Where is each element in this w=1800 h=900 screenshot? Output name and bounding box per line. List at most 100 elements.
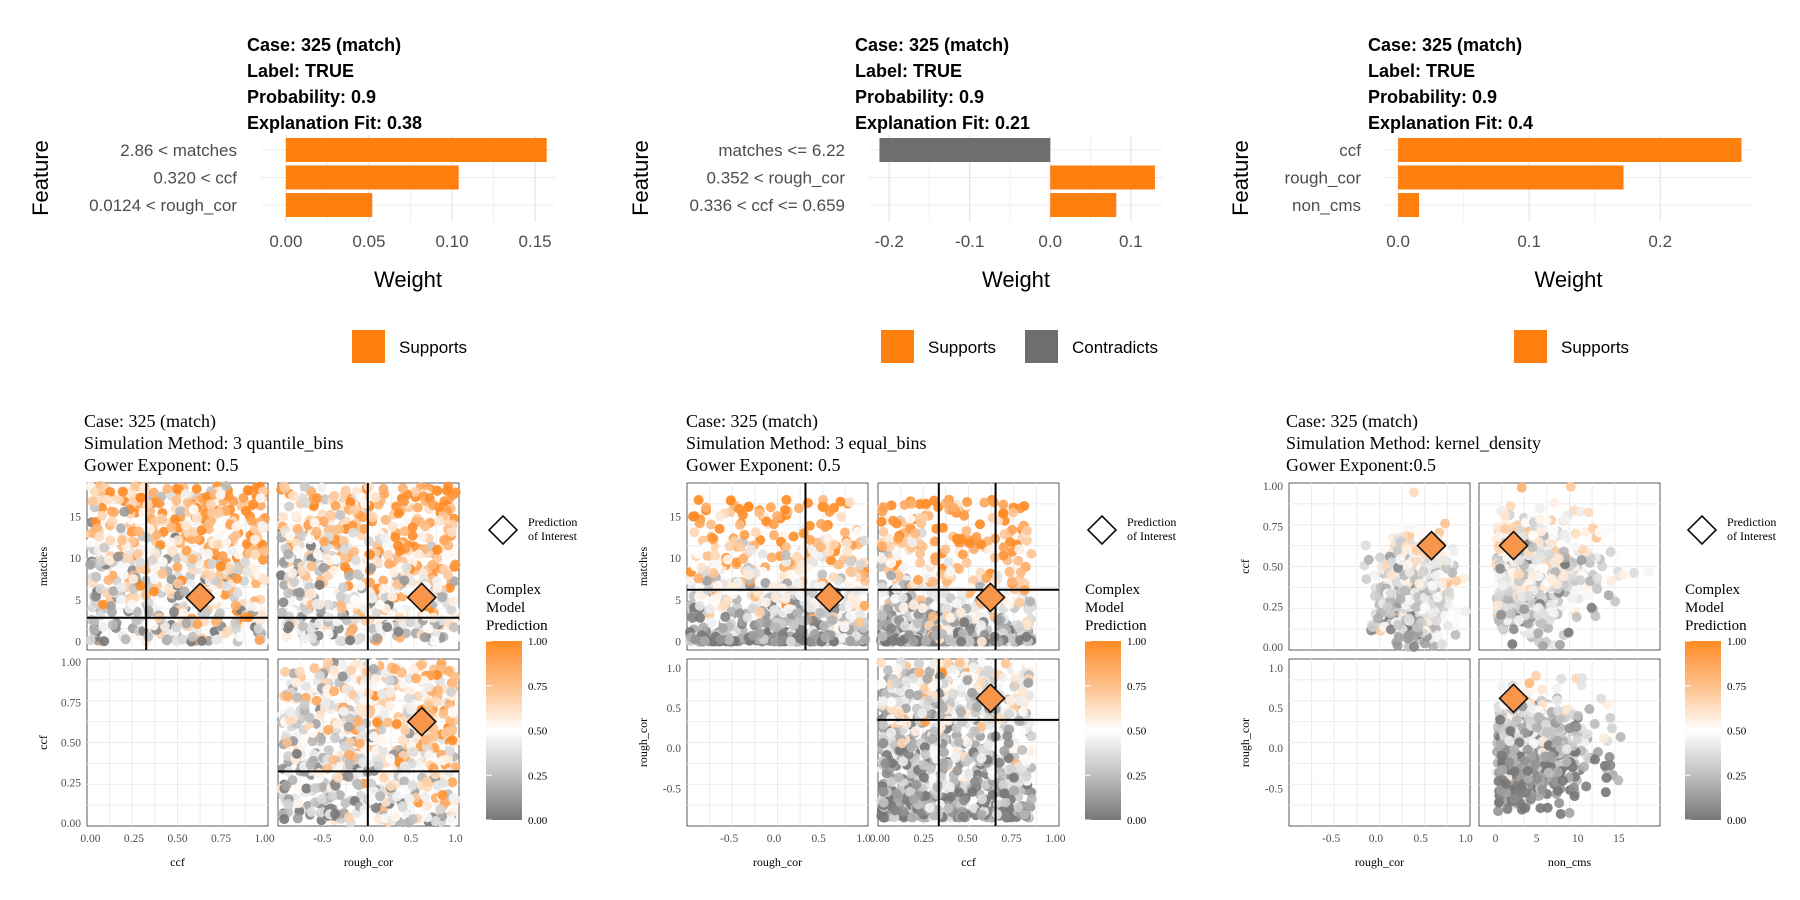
- data-point: [323, 657, 334, 668]
- data-point: [143, 605, 154, 616]
- data-point: [209, 626, 220, 637]
- data-point: [998, 779, 1009, 790]
- bar: [285, 165, 459, 190]
- data-point: [238, 492, 249, 503]
- data-point: [719, 600, 730, 611]
- data-point: [128, 574, 139, 585]
- data-point: [959, 510, 970, 521]
- data-point: [445, 725, 456, 736]
- data-point: [876, 657, 887, 668]
- data-point: [102, 495, 113, 506]
- data-point: [734, 503, 745, 514]
- data-point: [421, 776, 432, 787]
- scatter-title-line: Simulation Method: 3 quantile_bins: [84, 433, 344, 453]
- data-point: [352, 569, 363, 580]
- data-point: [385, 781, 396, 792]
- data-point: [1004, 599, 1015, 610]
- data-point: [924, 802, 935, 813]
- data-point: [908, 794, 919, 805]
- data-point: [171, 483, 182, 494]
- data-point: [217, 551, 228, 562]
- data-point: [344, 570, 355, 581]
- data-point: [427, 560, 438, 571]
- data-point: [117, 535, 128, 546]
- x-tick-label: 0.25: [914, 833, 934, 845]
- data-point: [896, 738, 907, 749]
- x-tick-label: 0.0: [360, 833, 375, 845]
- data-point: [338, 536, 349, 547]
- data-point: [404, 793, 415, 804]
- data-point: [223, 491, 234, 502]
- data-point: [805, 602, 816, 613]
- data-point: [292, 813, 303, 824]
- data-point: [375, 791, 386, 802]
- data-point: [918, 759, 929, 770]
- legend-swatch: [1025, 330, 1058, 363]
- data-point: [770, 592, 781, 603]
- data-point: [1015, 567, 1026, 578]
- data-point: [253, 623, 264, 634]
- data-point: [304, 712, 315, 723]
- data-point: [378, 772, 389, 783]
- data-point: [202, 548, 213, 559]
- data-point: [1023, 604, 1034, 615]
- data-point: [329, 686, 340, 697]
- data-point: [876, 678, 887, 689]
- data-point: [1021, 631, 1032, 642]
- data-point: [399, 496, 410, 507]
- chart-title-line: Probability: 0.9: [855, 87, 984, 107]
- data-point: [371, 607, 382, 618]
- scatter-title-line: Case: 325 (match): [686, 411, 818, 432]
- chart-title-line: Case: 325 (match): [855, 35, 1009, 55]
- scatter-title-line: Case: 325 (match): [1286, 411, 1418, 432]
- data-point: [89, 625, 100, 636]
- data-point: [877, 611, 888, 622]
- data-point: [1021, 755, 1032, 766]
- data-point: [742, 612, 753, 623]
- data-point: [217, 520, 228, 531]
- data-point: [258, 554, 269, 565]
- data-point: [842, 546, 853, 557]
- data-point: [312, 549, 323, 560]
- data-point: [314, 618, 325, 629]
- data-point: [878, 812, 889, 823]
- data-point: [765, 502, 776, 513]
- data-point: [103, 575, 114, 586]
- data-point: [974, 519, 985, 530]
- data-point: [357, 512, 368, 523]
- data-point: [780, 504, 791, 515]
- chart-title-line: Explanation Fit: 0.4: [1368, 113, 1533, 133]
- data-point: [951, 533, 962, 544]
- data-point: [1442, 620, 1453, 631]
- data-point: [420, 734, 431, 745]
- data-point: [785, 636, 796, 647]
- data-point: [309, 517, 320, 528]
- data-point: [780, 550, 791, 561]
- data-point: [828, 572, 839, 583]
- data-point: [735, 541, 746, 552]
- data-point: [288, 490, 299, 501]
- data-point: [399, 526, 410, 537]
- data-point: [976, 809, 987, 820]
- data-point: [148, 487, 159, 498]
- data-point: [191, 483, 202, 494]
- data-point: [781, 494, 792, 505]
- data-point: [207, 559, 218, 570]
- data-point: [259, 545, 270, 556]
- data-point: [329, 490, 340, 501]
- y-tick-label: 1.00: [61, 657, 81, 669]
- data-point: [166, 522, 177, 533]
- color-legend-tick-label: 1.00: [1127, 636, 1147, 648]
- data-point: [943, 803, 954, 814]
- data-point: [352, 634, 363, 645]
- data-point: [701, 541, 712, 552]
- data-point: [1440, 610, 1451, 621]
- data-point: [107, 516, 118, 527]
- data-point: [357, 757, 368, 768]
- data-point: [370, 492, 381, 503]
- data-point: [1409, 641, 1420, 652]
- data-point: [918, 512, 929, 523]
- data-point: [423, 682, 434, 693]
- data-point: [969, 726, 980, 737]
- data-point: [279, 481, 290, 492]
